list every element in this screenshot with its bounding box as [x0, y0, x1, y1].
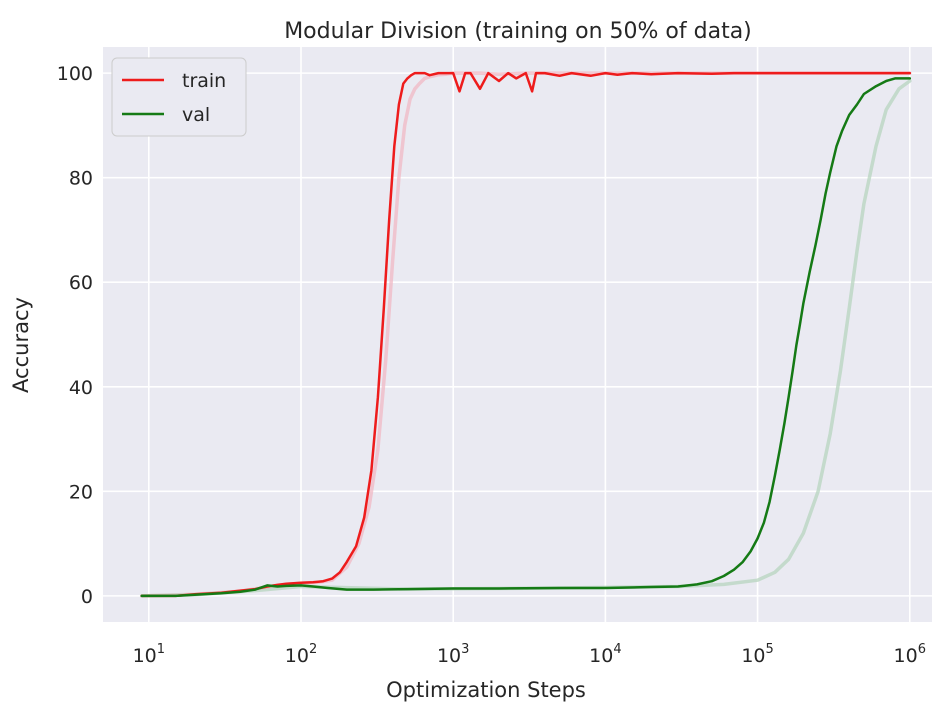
x-tick-label-5: 106 [894, 642, 926, 667]
x-axis-label: Optimization Steps [386, 678, 586, 702]
y-tick-label-4: 80 [69, 168, 93, 190]
x-tick-label-1: 102 [285, 642, 317, 667]
series-line-val-shadow [140, 79, 912, 598]
x-tick-label-2: 103 [437, 642, 469, 667]
y-tick-label-2: 40 [69, 377, 93, 399]
x-tick-label-0: 101 [133, 642, 165, 667]
series-line-val [140, 77, 912, 598]
series-lines [140, 71, 912, 598]
y-axis-label: Accuracy [9, 297, 33, 393]
plot-area [103, 47, 932, 622]
y-tick-labels: 0 20 40 60 80 100 [57, 63, 93, 608]
grid-lines [103, 47, 932, 622]
x-tick-labels: 101 102 103 104 105 106 [133, 642, 926, 667]
x-tick-label-4: 105 [741, 642, 773, 667]
legend: train val [111, 57, 247, 137]
series-line-train [140, 71, 912, 598]
legend-train-label: train [182, 70, 226, 92]
legend-box [111, 57, 247, 137]
y-tick-label-3: 60 [69, 272, 93, 294]
chart-title: Modular Division (training on 50% of dat… [284, 19, 752, 44]
x-tick-label-3: 104 [589, 642, 621, 667]
y-tick-label-1: 20 [69, 481, 93, 503]
legend-val-label: val [182, 104, 210, 126]
y-tick-label-0: 0 [81, 586, 93, 608]
y-tick-label-5: 100 [57, 63, 93, 85]
